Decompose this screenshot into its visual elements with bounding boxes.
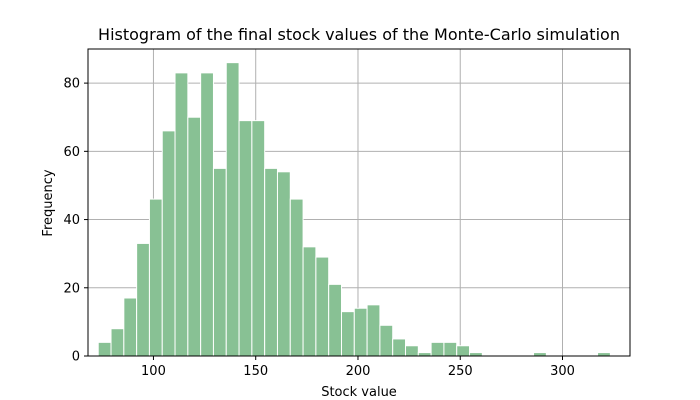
histogram-bar xyxy=(264,167,278,357)
x-tick-label: 250 xyxy=(448,364,473,379)
histogram-bar xyxy=(148,198,163,357)
chart-title: Histogram of the final stock values of t… xyxy=(98,25,620,44)
histogram-bar xyxy=(328,283,342,357)
y-tick-label: 40 xyxy=(63,213,80,228)
y-tick-label: 0 xyxy=(72,350,80,365)
histogram-bar xyxy=(187,116,202,357)
histogram-bar xyxy=(212,167,227,357)
histogram-bar xyxy=(276,171,291,357)
histogram-bar xyxy=(251,120,266,357)
y-tick-label: 60 xyxy=(63,145,80,160)
y-tick-label: 80 xyxy=(63,77,80,92)
x-axis-ticks: 100 150 200 250 300 xyxy=(141,356,575,379)
histogram-bar xyxy=(174,72,189,357)
y-tick-label: 20 xyxy=(63,281,80,296)
y-axis-ticks: 0 20 40 60 80 xyxy=(63,77,88,365)
histogram-bar xyxy=(353,307,368,357)
x-tick-label: 300 xyxy=(550,364,575,379)
y-axis-label: Frequency xyxy=(41,169,56,236)
histogram-bar xyxy=(405,345,419,357)
histogram-bar xyxy=(533,352,547,357)
histogram-bar xyxy=(417,352,432,357)
histogram-bar xyxy=(225,62,240,357)
x-tick-label: 200 xyxy=(346,364,371,379)
histogram-bar xyxy=(289,198,304,357)
histogram-bar xyxy=(430,341,445,357)
histogram-bar xyxy=(161,130,176,357)
histogram-bar xyxy=(110,328,125,357)
histogram-bar xyxy=(315,256,330,357)
histogram-bar xyxy=(456,345,471,357)
histogram-bar xyxy=(136,242,150,357)
histogram-bar xyxy=(379,324,394,357)
histogram-bar xyxy=(597,352,611,357)
histogram-bar xyxy=(392,338,407,357)
histogram-bar xyxy=(469,352,483,357)
plot-frame xyxy=(87,48,631,357)
histogram-bars xyxy=(97,62,611,357)
histogram-bar xyxy=(340,311,355,357)
histogram-bar xyxy=(123,297,138,357)
x-tick-label: 100 xyxy=(141,364,166,379)
histogram-bar xyxy=(443,341,458,357)
x-axis-label: Stock value xyxy=(321,385,397,400)
histogram-bar xyxy=(366,304,381,357)
histogram-bar xyxy=(302,246,317,357)
histogram-bar xyxy=(97,341,112,357)
histogram-bar xyxy=(200,72,214,357)
x-tick-label: 150 xyxy=(243,364,268,379)
histogram-bar xyxy=(238,120,253,357)
